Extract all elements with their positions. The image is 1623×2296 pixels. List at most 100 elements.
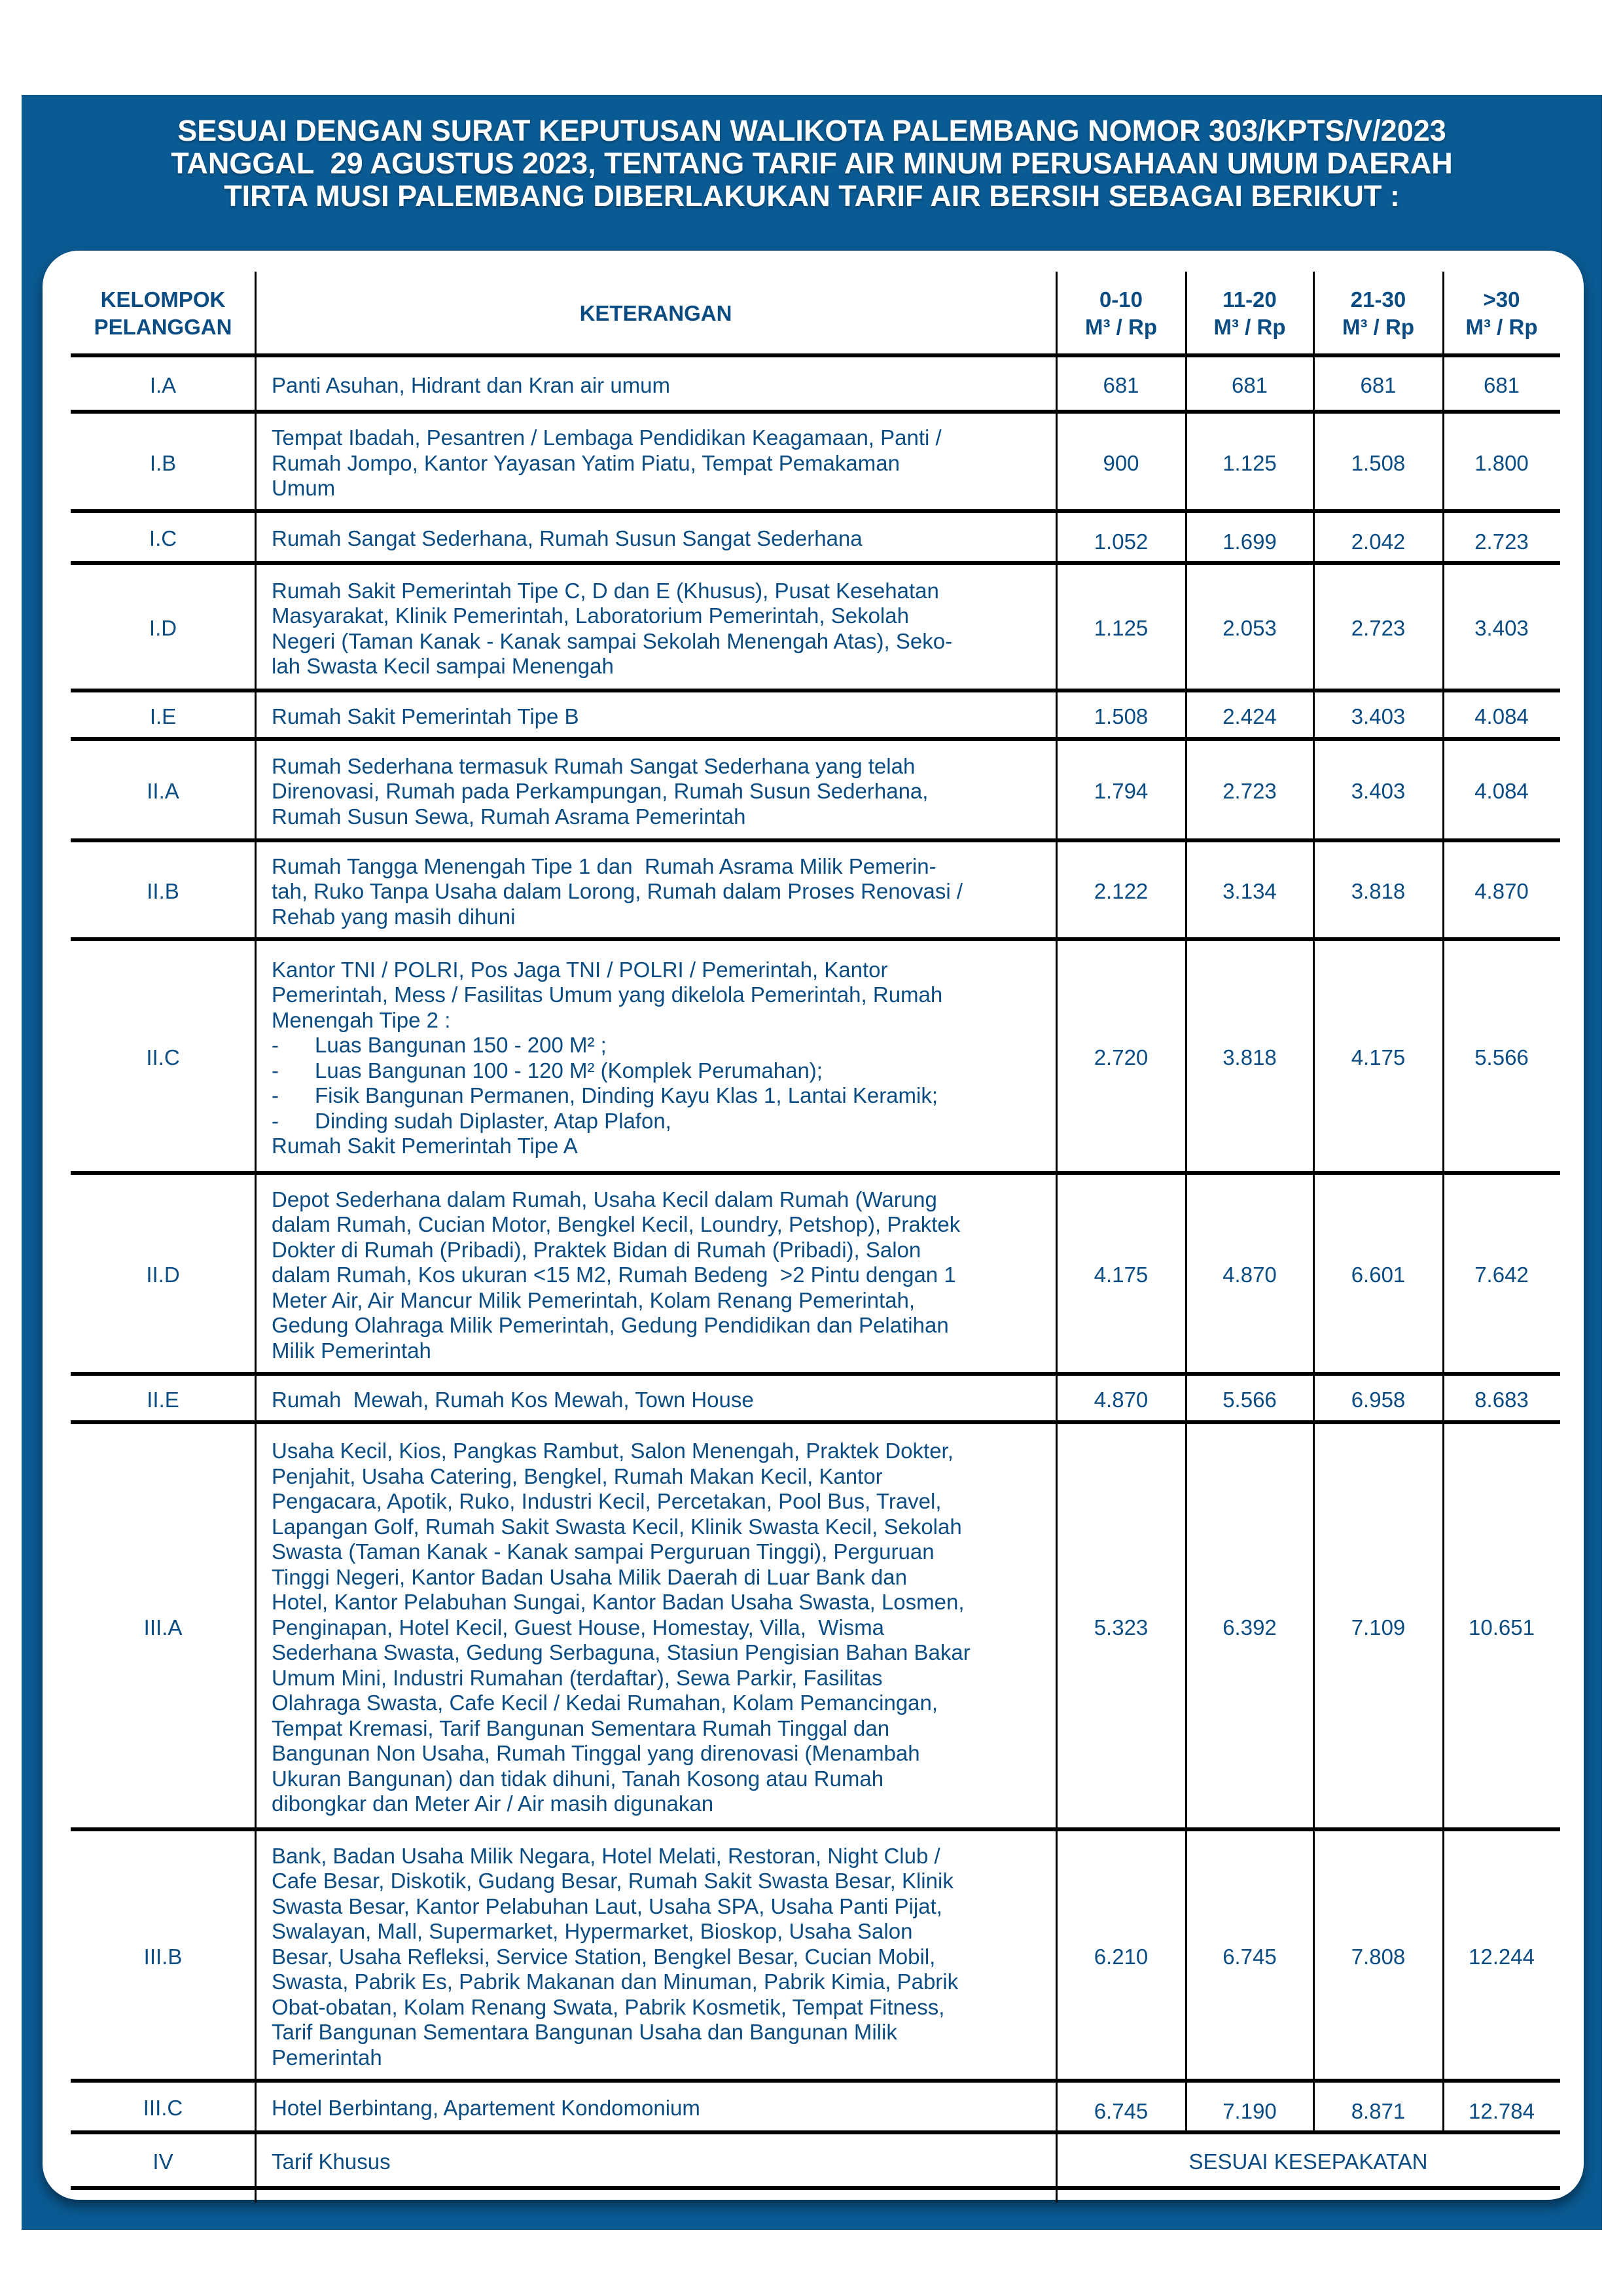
row-tariff: 4.175 (1094, 1263, 1149, 1287)
column-divider (1185, 272, 1187, 2132)
row-divider (71, 1372, 1560, 1376)
row-tariff: 681 (1483, 372, 1520, 397)
row-tariff: 4.175 (1351, 1045, 1406, 1070)
row-tariff: 6.745 (1094, 2099, 1149, 2123)
row-tariff: 7.808 (1351, 1944, 1406, 1969)
row-description: Panti Asuhan, Hidrant dan Kran air umum (272, 372, 671, 397)
row-group: II.B (147, 879, 179, 904)
row-tariff: 8.683 (1474, 1387, 1529, 1412)
row-tariff: 12.244 (1469, 1944, 1535, 1969)
header-group: KELOMPOK PELANGGAN (94, 287, 232, 339)
header-tier-0-10: 0-10 M³ / Rp (1085, 287, 1157, 339)
row-description: Tempat Ibadah, Pesantren / Lembaga Pendi… (272, 425, 942, 501)
row-tariff: 10.651 (1469, 1615, 1535, 1640)
row-tariff: 3.403 (1351, 779, 1406, 804)
row-group: IV (152, 2149, 173, 2174)
row-description: Rumah Mewah, Rumah Kos Mewah, Town House (272, 1387, 754, 1412)
row-divider (71, 689, 1560, 692)
row-tariff: 1.794 (1094, 779, 1149, 804)
row-tariff: 2.424 (1222, 704, 1277, 728)
row-group: I.A (149, 372, 177, 397)
row-divider (71, 410, 1560, 414)
column-divider (1442, 272, 1444, 2132)
row-divider (71, 2186, 1560, 2190)
row-tariff: 4.870 (1474, 879, 1529, 904)
row-tariff: 3.403 (1351, 704, 1406, 728)
header-tier-11-20: 11-20 M³ / Rp (1213, 287, 1286, 339)
row-divider (71, 737, 1560, 741)
row-divider (71, 937, 1560, 941)
row-group: I.B (149, 450, 177, 475)
row-description: Bank, Badan Usaha Milik Negara, Hotel Me… (272, 1843, 959, 2070)
row-tariff: 5.323 (1094, 1615, 1149, 1640)
row-description: Usaha Kecil, Kios, Pangkas Rambut, Salon… (272, 1439, 971, 1816)
row-description: Rumah Tangga Menengah Tipe 1 dan Rumah A… (272, 853, 963, 929)
row-description: Hotel Berbintang, Apartement Kondomonium (272, 2096, 700, 2121)
row-tariff: 2.720 (1094, 1045, 1149, 1070)
column-divider (1056, 272, 1058, 2202)
row-divider (71, 2079, 1560, 2083)
row-group: I.D (149, 616, 177, 641)
page-title: SESUAI DENGAN SURAT KEPUTUSAN WALIKOTA P… (171, 114, 1453, 213)
row-tariff: 6.745 (1222, 1944, 1277, 1969)
row-tariff: 7.190 (1222, 2099, 1277, 2123)
row-description: Depot Sederhana dalam Rumah, Usaha Kecil… (272, 1187, 961, 1363)
row-tariff: 1.699 (1222, 529, 1277, 554)
row-tariff: 3.818 (1222, 1045, 1277, 1070)
header-tier-over-30: >30 M³ / Rp (1465, 287, 1538, 339)
row-tariff: 6.601 (1351, 1263, 1406, 1287)
row-tariff: 2.723 (1351, 616, 1406, 641)
row-tariff: 4.084 (1474, 704, 1529, 728)
header-description: KETERANGAN (579, 301, 732, 325)
row-divider (71, 1171, 1560, 1175)
row-tariff: 2.723 (1222, 779, 1277, 804)
row-tariff: 6.392 (1222, 1615, 1277, 1640)
row-divider (71, 2130, 1560, 2134)
row-divider (71, 561, 1560, 565)
row-tariff: 6.210 (1094, 1944, 1149, 1969)
row-tariff: 4.870 (1094, 1387, 1149, 1412)
row-tariff: 4.870 (1222, 1263, 1277, 1287)
row-group: II.E (147, 1387, 179, 1412)
row-group: III.B (143, 1944, 183, 1969)
row-tariff: 1.508 (1094, 704, 1149, 728)
row-group: III.A (143, 1615, 183, 1640)
row-group: III.C (143, 2096, 183, 2121)
row-tariff: 1.508 (1351, 450, 1406, 475)
row-tariff: 5.566 (1474, 1045, 1529, 1070)
row-tariff: 3.403 (1474, 616, 1529, 641)
row-divider (71, 509, 1560, 513)
row-description: Tarif Khusus (272, 2149, 391, 2174)
row-tariff: 5.566 (1222, 1387, 1277, 1412)
row-description: Rumah Sangat Sederhana, Rumah Susun Sang… (272, 526, 863, 551)
row-tariff: 6.958 (1351, 1387, 1406, 1412)
row-tariff: 1.052 (1094, 529, 1149, 554)
row-tariff: 1.125 (1094, 616, 1149, 641)
row-tariff: 681 (1103, 372, 1139, 397)
row-tariff: 1.125 (1222, 450, 1277, 475)
row-description: Rumah Sakit Pemerintah Tipe C, D dan E (… (272, 578, 953, 679)
row-tariff: 2.053 (1222, 616, 1277, 641)
row-tariff: 2.723 (1474, 529, 1529, 554)
row-tariff: 1.800 (1474, 450, 1529, 475)
row-tariff-note: SESUAI KESEPAKATAN (1188, 2149, 1428, 2174)
row-tariff: 681 (1360, 372, 1397, 397)
row-group: II.A (147, 779, 179, 804)
row-description: Rumah Sakit Pemerintah Tipe B (272, 704, 579, 728)
header-divider (71, 353, 1560, 357)
row-divider (71, 1420, 1560, 1424)
row-tariff: 2.042 (1351, 529, 1406, 554)
row-group: I.E (149, 704, 177, 728)
row-tariff: 3.134 (1222, 879, 1277, 904)
row-tariff: 12.784 (1469, 2099, 1535, 2123)
column-divider (255, 272, 257, 2202)
row-tariff: 3.818 (1351, 879, 1406, 904)
row-group: II.D (146, 1263, 180, 1287)
tariff-card (43, 251, 1584, 2200)
row-description: Kantor TNI / POLRI, Pos Jaga TNI / POLRI… (272, 957, 943, 1158)
row-group: I.C (149, 526, 177, 551)
row-tariff: 7.642 (1474, 1263, 1529, 1287)
row-tariff: 7.109 (1351, 1615, 1406, 1640)
row-divider (71, 838, 1560, 842)
row-tariff: 8.871 (1351, 2099, 1406, 2123)
